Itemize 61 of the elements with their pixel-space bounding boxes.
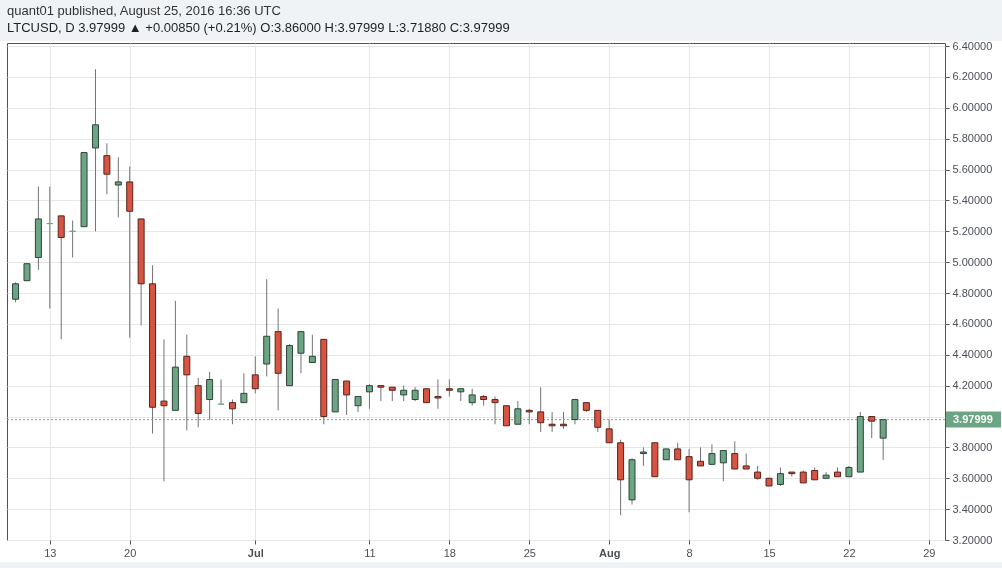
candlestick xyxy=(228,399,236,425)
chart-title: quant01 published, August 25, 2016 16:36 UTC xyxy=(7,3,281,19)
y-tick-label: 3.80000 xyxy=(952,440,993,453)
candlestick xyxy=(103,142,111,195)
candlestick xyxy=(719,449,727,482)
y-tick-label: 3.60000 xyxy=(952,471,993,484)
candlestick xyxy=(708,443,716,465)
x-tick-label: 25 xyxy=(523,546,536,559)
y-tick-label: 4.80000 xyxy=(952,286,993,299)
candlestick xyxy=(308,334,316,363)
candlestick xyxy=(251,355,259,394)
y-tick-label: 5.40000 xyxy=(952,193,993,206)
y-tick-label: 5.60000 xyxy=(952,163,993,176)
y-tick-label: 5.00000 xyxy=(952,255,993,268)
candlestick xyxy=(491,395,499,425)
candlestick xyxy=(594,409,602,433)
candlestick xyxy=(183,334,191,431)
candlestick xyxy=(91,68,99,232)
y-tick-label: 5.80000 xyxy=(952,132,993,145)
y-tick-label: 5.20000 xyxy=(952,224,993,237)
x-tick-label: 22 xyxy=(843,546,856,559)
candlestick xyxy=(822,471,830,479)
y-tick-label: 4.20000 xyxy=(952,379,993,392)
candlestick xyxy=(548,411,556,433)
candlestick xyxy=(12,281,20,303)
y-tick-label: 4.60000 xyxy=(952,317,993,330)
candlestick xyxy=(731,440,739,470)
x-tick-label: Jul xyxy=(247,546,264,559)
x-tick-label: 13 xyxy=(44,546,57,559)
ref-line-label: 3.97999 xyxy=(953,412,993,425)
x-tick-label: 29 xyxy=(923,546,936,559)
x-tick-label: Aug xyxy=(598,546,621,559)
candlestick xyxy=(605,419,613,444)
x-tick-label: 18 xyxy=(443,546,456,559)
x-tick-label: 11 xyxy=(364,546,376,559)
y-tick-label: 6.00000 xyxy=(952,101,993,114)
candlestick xyxy=(343,380,351,416)
candlestick xyxy=(240,372,248,404)
candlestick xyxy=(537,386,545,433)
candlestick xyxy=(868,416,876,439)
y-tick-label: 3.40000 xyxy=(952,502,993,515)
candlestick xyxy=(365,383,373,410)
candlestick xyxy=(639,446,647,467)
x-tick-label: 15 xyxy=(763,546,776,559)
candlestick xyxy=(502,405,510,427)
candlestick xyxy=(57,215,65,340)
candlestick xyxy=(685,448,693,513)
candlestick xyxy=(377,385,385,402)
x-tick-label: 8 xyxy=(686,546,693,559)
y-tick-label: 6.20000 xyxy=(952,70,993,83)
x-tick-label: 20 xyxy=(124,546,137,559)
candlestick xyxy=(434,378,442,410)
y-tick-label: 3.20000 xyxy=(952,533,993,546)
candlestick xyxy=(297,331,305,374)
y-tick-label: 6.40000 xyxy=(952,39,993,52)
candlestick xyxy=(160,338,168,482)
candlestick xyxy=(114,156,122,218)
chart-subtitle: LTCUSD, D 3.97999 ▲ +0.00850 (+0.21%) O:3.86000 H:3.97999 L:3.71880 C:3.97999 xyxy=(7,20,510,36)
y-tick-label: 4.40000 xyxy=(952,348,993,361)
candlestick xyxy=(697,446,705,467)
candlestick xyxy=(776,466,784,487)
